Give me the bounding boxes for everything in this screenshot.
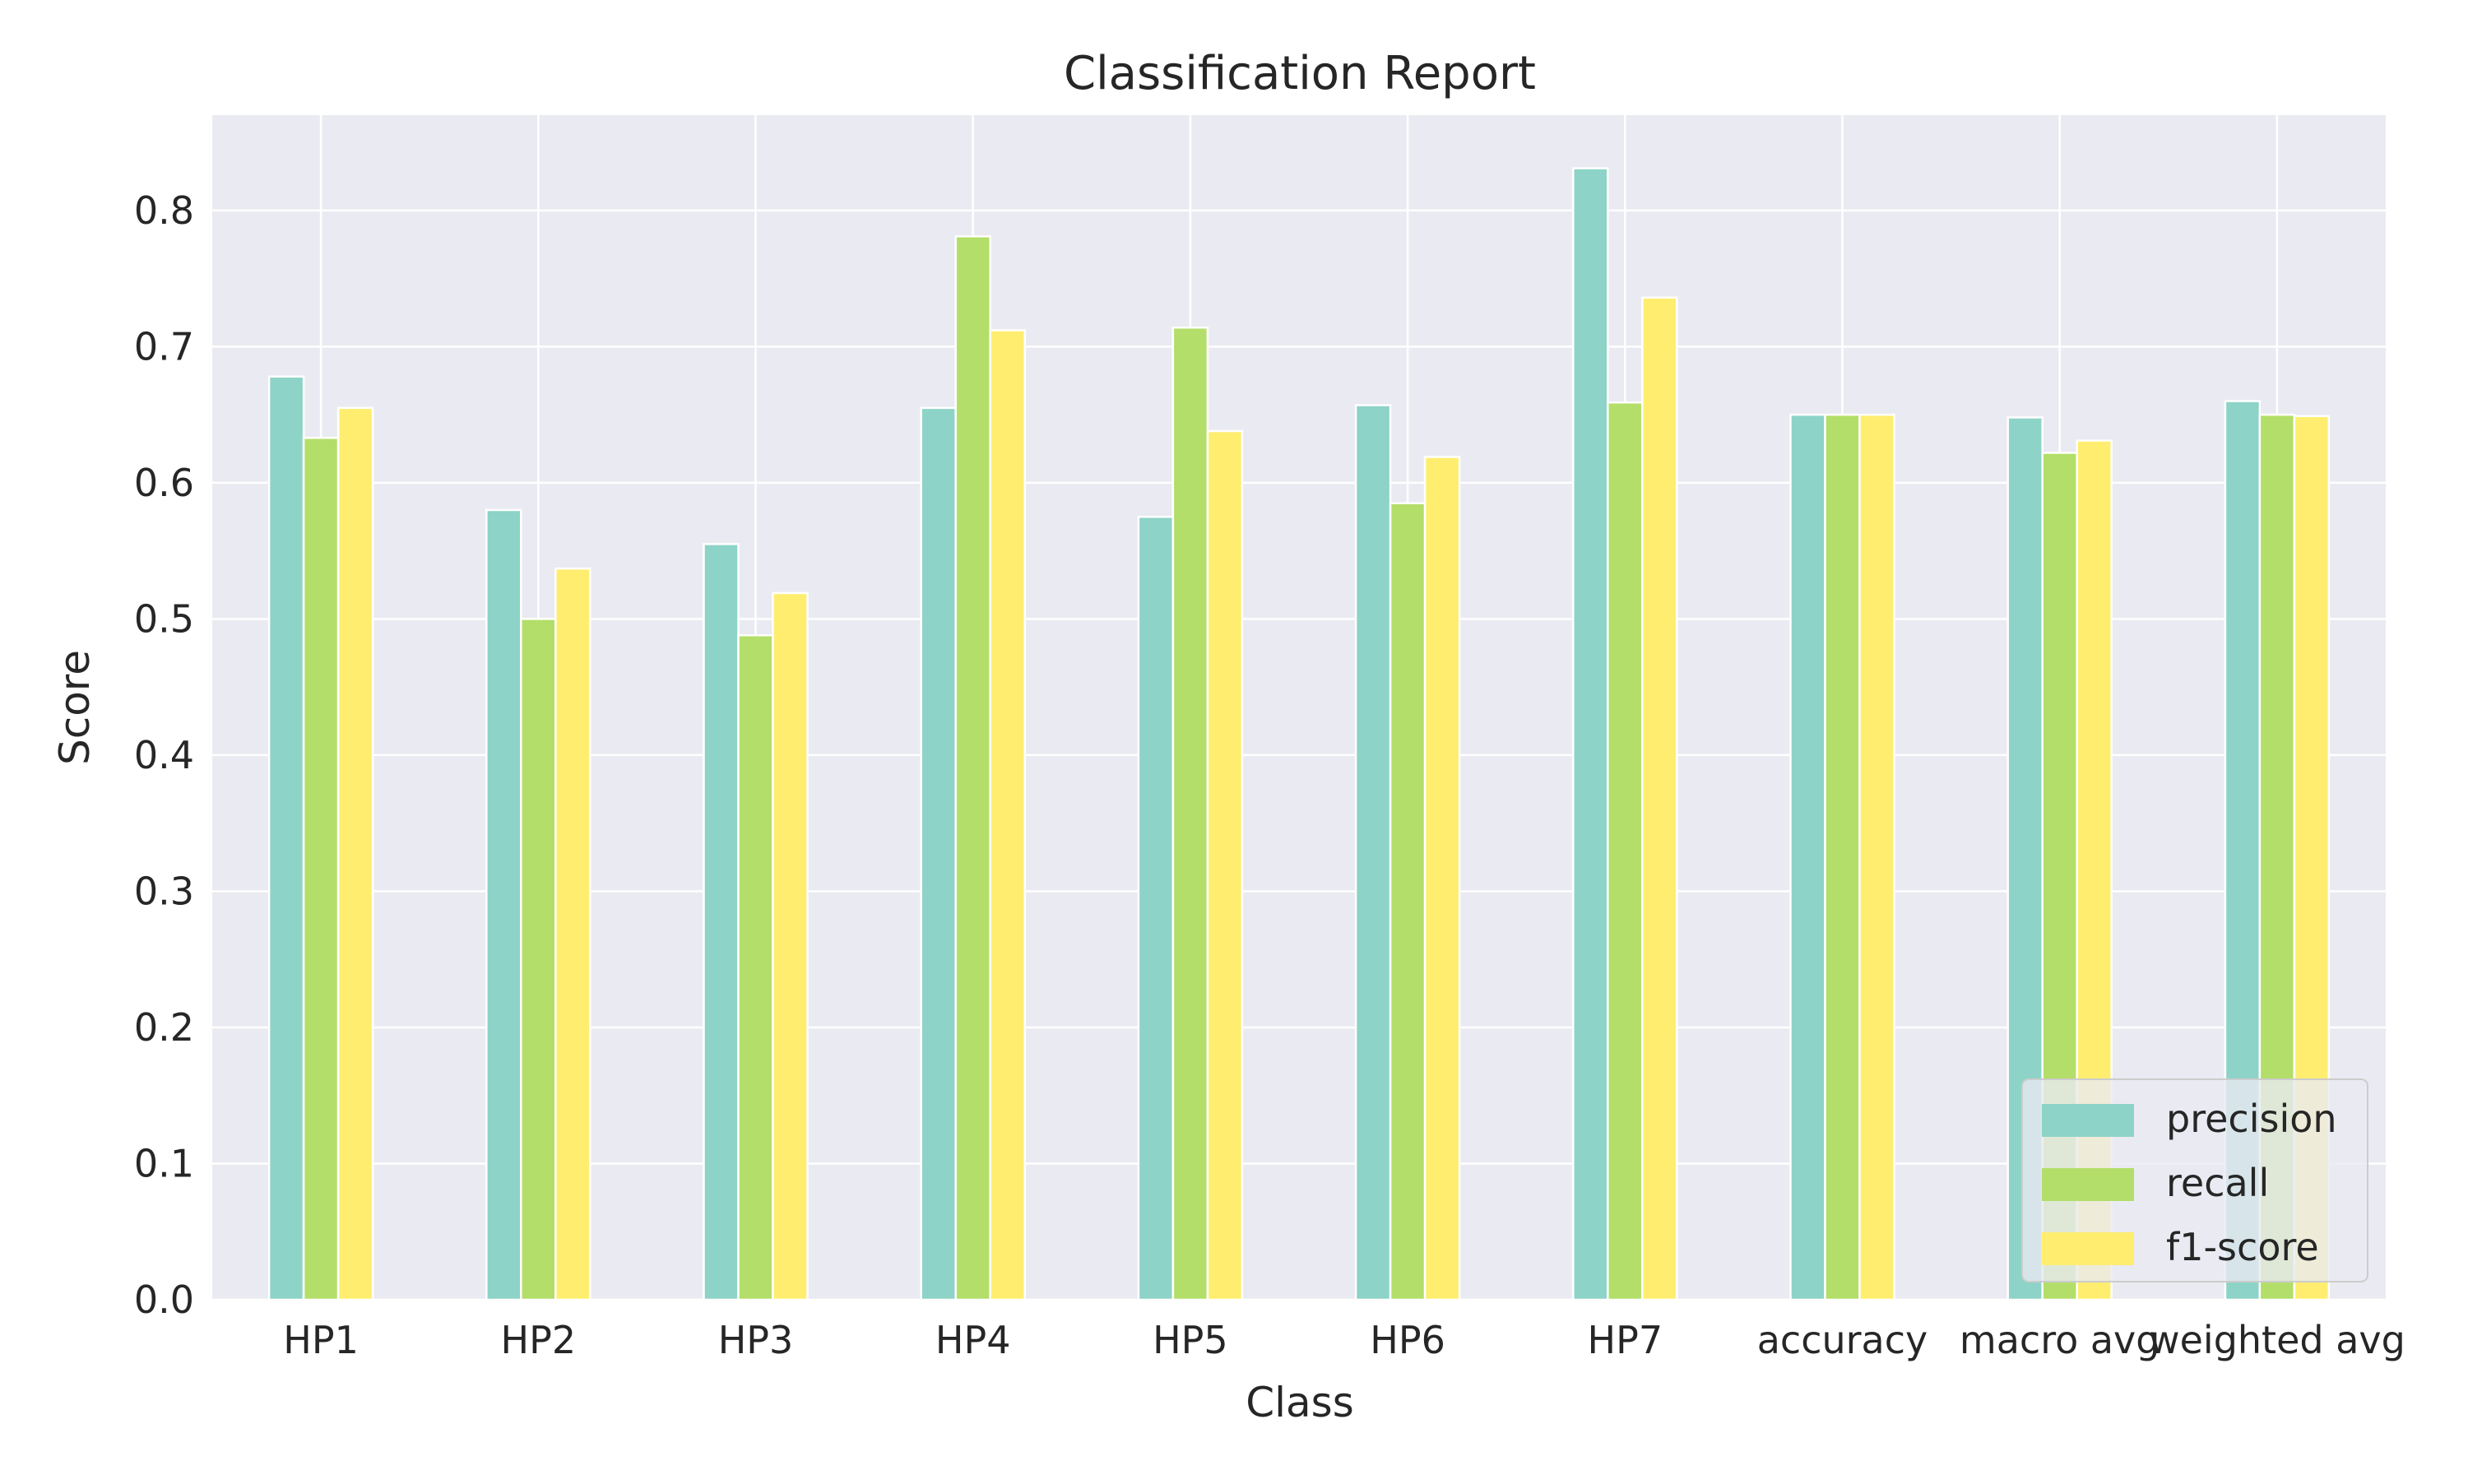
bar-recall-HP2	[520, 618, 557, 1301]
x-axis-label: Class	[1246, 1379, 1354, 1426]
legend-swatch-f1-score	[2042, 1232, 2134, 1265]
bar-f1-score-HP7	[1641, 296, 1678, 1301]
bar-precision-HP6	[1354, 404, 1392, 1301]
legend: precision recall f1-score	[2021, 1078, 2368, 1282]
y-tick-label: 0.8	[134, 188, 194, 233]
bar-recall-HP7	[1607, 401, 1644, 1301]
y-tick-label: 0.4	[134, 733, 194, 777]
legend-swatch-precision	[2042, 1104, 2134, 1137]
x-tick-label: macro avg	[1960, 1318, 2160, 1362]
bar-precision-HP3	[703, 543, 740, 1301]
y-axis-label: Score	[51, 650, 99, 765]
bar-f1-score-HP2	[554, 567, 591, 1301]
chart-title: Classification Report	[1064, 47, 1536, 100]
y-axis-ticks: 0.0 0.1 0.2 0.3 0.4 0.5 0.6 0.7 0.8	[134, 188, 194, 1322]
bar-recall-HP1	[302, 437, 340, 1301]
y-tick-label: 0.1	[134, 1141, 194, 1185]
x-tick-label: HP2	[500, 1318, 576, 1362]
bar-f1-score-accuracy	[1858, 413, 1895, 1301]
x-tick-label: HP3	[718, 1318, 794, 1362]
y-tick-label: 0.7	[134, 324, 194, 369]
y-tick-label: 0.6	[134, 461, 194, 505]
x-tick-label: HP5	[1153, 1318, 1228, 1362]
y-tick-label: 0.3	[134, 869, 194, 913]
bar-recall-HP5	[1171, 326, 1209, 1301]
bar-recall-HP3	[737, 634, 774, 1301]
bar-precision-HP4	[920, 406, 957, 1301]
bar-recall-HP6	[1389, 502, 1427, 1301]
bar-f1-score-HP5	[1206, 429, 1244, 1301]
y-tick-label: 0.5	[134, 596, 194, 641]
legend-label-f1-score: f1-score	[2166, 1225, 2319, 1269]
bar-f1-score-HP3	[772, 591, 809, 1301]
bar-recall-HP4	[954, 235, 991, 1301]
x-tick-label: accuracy	[1757, 1318, 1928, 1362]
legend-label-recall: recall	[2166, 1161, 2269, 1205]
bars-layer	[267, 167, 2331, 1301]
bar-recall-accuracy	[1824, 413, 1861, 1301]
legend-label-precision: precision	[2166, 1097, 2337, 1141]
x-tick-label: weighted avg	[2149, 1318, 2405, 1362]
x-tick-label: HP7	[1587, 1318, 1663, 1362]
y-tick-label: 0.0	[134, 1278, 194, 1322]
x-tick-label: HP6	[1370, 1318, 1445, 1362]
bar-precision-HP7	[1572, 167, 1609, 1301]
x-tick-label: HP4	[935, 1318, 1011, 1362]
x-tick-label: HP1	[283, 1318, 359, 1362]
bar-f1-score-HP6	[1423, 456, 1461, 1301]
bar-precision-HP2	[485, 508, 522, 1301]
bar-precision-HP1	[267, 375, 305, 1301]
bar-precision-HP5	[1137, 516, 1175, 1301]
legend-swatch-recall	[2042, 1168, 2134, 1201]
bar-precision-accuracy	[1789, 413, 1826, 1301]
x-axis-ticks: HP1 HP2 HP3 HP4 HP5 HP6 HP7 accuracy macro avgwe…	[283, 1318, 2405, 1362]
bar-f1-score-HP1	[336, 406, 374, 1301]
y-tick-label: 0.2	[134, 1005, 194, 1050]
bar-f1-score-HP4	[989, 329, 1026, 1301]
